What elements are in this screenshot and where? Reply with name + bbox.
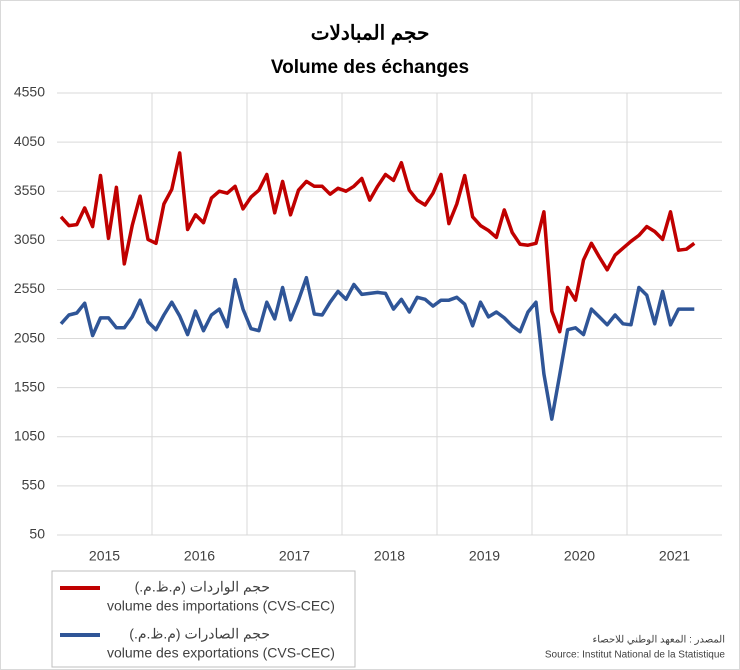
y-tick-label: 4550	[14, 84, 45, 100]
y-tick-label: 1050	[14, 427, 45, 443]
series-line	[59, 275, 695, 421]
x-tick-label: 2018	[374, 548, 405, 564]
y-tick-label: 2050	[14, 329, 45, 345]
y-tick-label: 4050	[14, 133, 45, 149]
legend-label-ar: حجم الصادرات (م.ظ.م.)	[129, 626, 270, 643]
x-tick-label: 2016	[184, 548, 215, 564]
legend-label-ar: حجم الواردات (م.ظ.م.)	[135, 579, 270, 596]
series-line	[59, 151, 696, 334]
x-tick-label: 2015	[89, 548, 120, 564]
y-tick-label: 2550	[14, 280, 45, 296]
x-tick-label: 2019	[469, 548, 500, 564]
y-tick-label: 550	[22, 477, 46, 493]
legend-label: volume des importations (CVS-CEC)	[107, 598, 335, 614]
y-tick-label: 3050	[14, 231, 45, 247]
x-tick-label: 2017	[279, 548, 310, 564]
source: Source: Institut National de la Statisti…	[545, 650, 726, 661]
x-tick-label: 2021	[659, 548, 690, 564]
legend-label: volume des exportations (CVS-CEC)	[107, 645, 335, 661]
source-ar: المصدر : المعهد الوطني للاحصاء	[593, 635, 725, 646]
legend-box	[51, 570, 356, 668]
chart-title: حجم المبادلات	[311, 22, 430, 45]
y-tick-label: 3550	[14, 182, 45, 198]
y-tick-label: 50	[29, 526, 45, 542]
x-tick-label: 2020	[564, 548, 595, 564]
chart-subtitle: Volume des échanges	[271, 57, 469, 78]
y-tick-label: 1550	[14, 378, 45, 394]
